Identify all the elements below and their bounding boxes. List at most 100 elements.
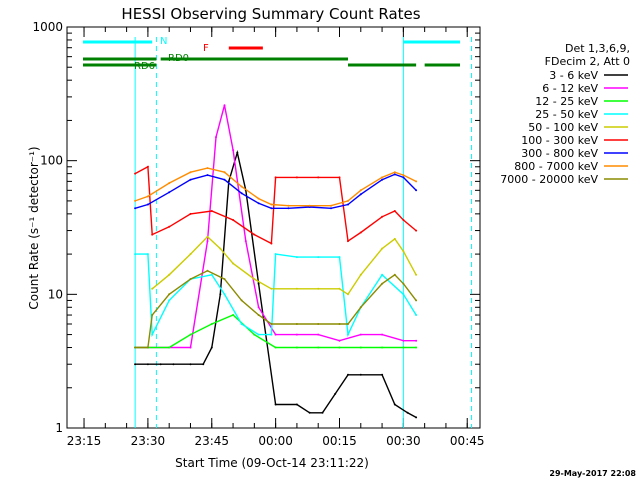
series-0-point (393, 403, 396, 406)
series-5-point (189, 212, 192, 215)
series-7-point (206, 167, 209, 170)
series-6-point (393, 173, 396, 176)
series-4-point (393, 237, 396, 240)
series-7-point (402, 174, 405, 177)
x-tick-label: 23:15 (67, 434, 102, 448)
legend-header: Det 1,3,6,9, (565, 42, 630, 55)
series-line-2 (135, 314, 417, 349)
series-5-point (338, 176, 341, 179)
series-7-point (393, 171, 396, 174)
series-0-point (159, 363, 162, 366)
series-1-point (206, 240, 209, 243)
series-2-point (189, 333, 192, 336)
series-1-point (338, 339, 341, 342)
series-2-point (381, 346, 384, 349)
series-6-point (287, 207, 290, 210)
series-0-point (381, 373, 384, 376)
legend-header: FDecim 2, Att 0 (545, 55, 630, 68)
series-6-point (240, 192, 243, 195)
series-5-point (146, 165, 149, 168)
series-7-point (381, 176, 384, 179)
series-line-1 (135, 105, 417, 349)
series-3-point (223, 293, 226, 296)
series-4-point (338, 287, 341, 290)
series-0-point (134, 363, 137, 366)
series-8-point (381, 282, 384, 285)
series-0-point (334, 392, 337, 395)
series-line-0 (135, 149, 417, 419)
series-7-point (240, 185, 243, 188)
series-7-point (308, 204, 311, 207)
series-6-point (330, 207, 332, 210)
series-0-point (210, 346, 213, 349)
series-1-point (223, 104, 226, 107)
series-1-point (274, 333, 277, 336)
series-0-point (202, 363, 205, 366)
series-7-point (270, 203, 273, 206)
x-tick-label: 23:30 (131, 434, 166, 448)
series-4-point (270, 287, 273, 290)
series-5-point (274, 176, 277, 179)
series-2-point (210, 323, 213, 325)
series-5-point (415, 229, 418, 232)
chart-title: HESSI Observing Summary Count Rates (121, 5, 420, 23)
series-8-point (223, 278, 226, 281)
series-5-point (168, 225, 171, 228)
series-3-point (347, 333, 349, 336)
series-4-point (151, 287, 154, 290)
series-1-point (415, 339, 418, 342)
series-4-point (347, 293, 349, 296)
series-3-point (381, 273, 384, 276)
legend-entry-label: 50 - 100 keV (528, 121, 598, 134)
series-2-point (274, 346, 277, 349)
series-3-point (402, 293, 405, 296)
x-tick-label: 00:30 (386, 434, 421, 448)
series-3-point (134, 253, 137, 256)
annotation-label-F: F (203, 43, 209, 54)
series-7-point (189, 171, 192, 174)
series-0-point (236, 151, 239, 154)
series-7-point (415, 180, 418, 183)
series-4-point (168, 273, 171, 276)
series-5-point (151, 233, 154, 236)
series-1-point (317, 333, 320, 336)
series-4-point (295, 287, 298, 290)
series-3-point (317, 256, 320, 259)
y-tick-label: 100 (40, 154, 63, 168)
series-7-point (347, 199, 349, 202)
series-1-point (232, 149, 235, 152)
x-tick-label: 23:45 (194, 434, 229, 448)
axes-layer: 1 10 100 1000 23:15 23:30 23:45 00:00 00:15 00:30… (32, 20, 484, 448)
date-stamp: 29-May-2017 22:08 (549, 469, 636, 478)
series-4-point (206, 235, 209, 238)
series-6-point (347, 203, 349, 206)
series-4-point (359, 273, 362, 276)
series-6-point (270, 207, 273, 210)
series-4-point (381, 247, 384, 250)
series-8-point (257, 314, 260, 316)
series-3-point (415, 314, 418, 316)
x-tick-label: 00:45 (450, 434, 485, 448)
series-line-7 (134, 167, 417, 207)
series-5-point (210, 210, 213, 212)
series-8-point (317, 323, 320, 325)
series-2-point (232, 314, 235, 316)
x-axis-title: Start Time (09-Oct-14 23:11:22) (175, 456, 369, 470)
series-6-point (223, 178, 226, 181)
x-tick-label: 00:15 (322, 434, 357, 448)
series-2-point (402, 346, 405, 349)
annotation-label-N: N (160, 36, 167, 47)
legend-entry-label: 3 - 6 keV (549, 69, 598, 82)
series-7-point (168, 182, 171, 185)
series-5-point (134, 172, 137, 175)
series-5-point (393, 210, 396, 212)
series-4-point (219, 247, 222, 250)
series-1-point (215, 136, 217, 139)
series-0-point (219, 293, 222, 296)
series-3-point (338, 256, 341, 259)
y-tick-label: 10 (48, 287, 63, 301)
series-3-point (151, 333, 154, 336)
series-6-point (206, 174, 209, 177)
